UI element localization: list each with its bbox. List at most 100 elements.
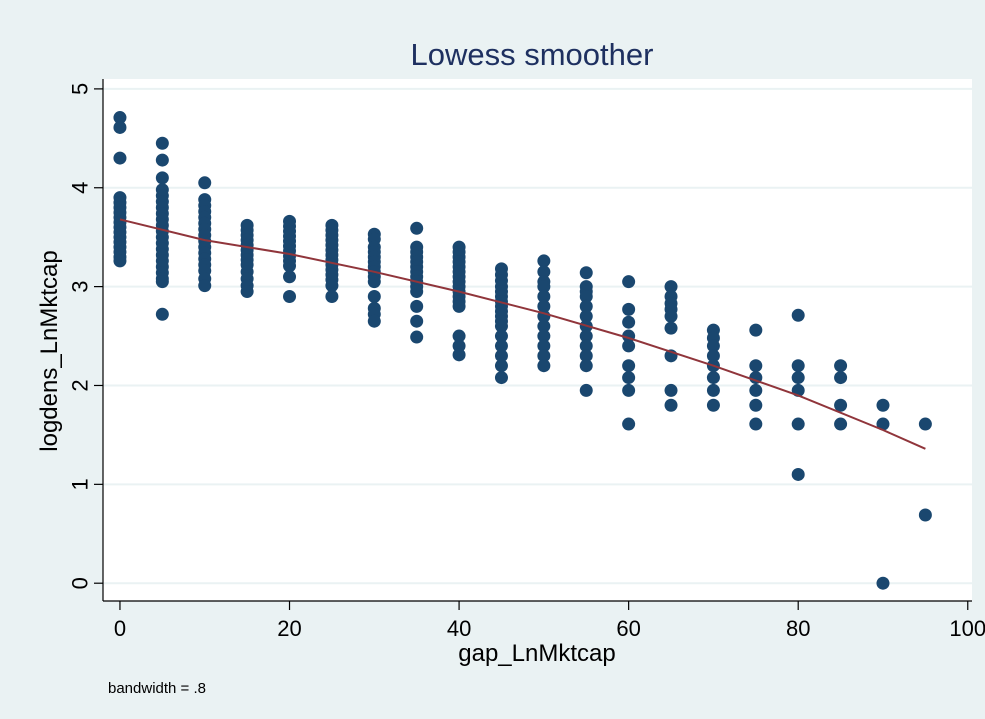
y-tick-label-3: 3	[68, 280, 93, 292]
scatter-point-x40-14	[452, 339, 466, 353]
scatter-point-x60-0	[622, 275, 636, 289]
scatter-point-x75-1	[749, 359, 763, 373]
scatter-point-x5-19	[155, 275, 169, 289]
scatter-point-x95-0	[918, 417, 932, 431]
scatter-point-x50-4	[537, 290, 551, 303]
scatter-point-x90-2	[876, 576, 890, 590]
scatter-point-x70-6	[706, 383, 720, 397]
y-tick-label-0: 0	[68, 577, 93, 589]
bandwidth-note: bandwidth = .8	[108, 680, 206, 697]
scatter-point-x80-1	[791, 359, 805, 373]
y-tick-label-5: 5	[68, 83, 93, 95]
scatter-point-x10-15	[198, 279, 212, 293]
scatter-point-x0-1	[113, 120, 127, 134]
x-tick-label-60: 60	[616, 616, 640, 641]
scatter-point-x50-5	[537, 299, 551, 313]
scatter-point-x80-0	[791, 308, 805, 322]
scatter-point-x15-12	[240, 285, 254, 299]
x-tick-label-0: 0	[114, 616, 126, 641]
scatter-point-x30-9	[367, 275, 381, 289]
scatter-point-x50-11	[537, 359, 551, 373]
scatter-point-x85-2	[834, 398, 848, 412]
scatter-point-x55-4	[579, 299, 593, 313]
scatter-point-x35-0	[410, 221, 424, 235]
scatter-point-x50-10	[537, 349, 551, 363]
scatter-point-x65-4	[664, 309, 678, 323]
scatter-point-x5-2	[155, 171, 169, 185]
scatter-point-x50-3	[537, 280, 551, 294]
scatter-point-x65-5	[664, 321, 678, 335]
scatter-point-x75-4	[749, 398, 763, 412]
scatter-point-x80-2	[791, 371, 805, 385]
scatter-point-x60-6	[622, 371, 636, 385]
scatter-point-x75-0	[749, 323, 763, 337]
scatter-point-x85-1	[834, 371, 848, 385]
scatter-point-x60-4	[622, 339, 636, 353]
scatter-point-x65-7	[664, 383, 678, 397]
scatter-point-x45-16	[494, 371, 508, 385]
scatter-point-x70-2	[706, 339, 720, 353]
scatter-point-x45-15	[494, 359, 508, 373]
chart-title: Lowess smoother	[411, 37, 654, 72]
scatter-point-x70-5	[706, 371, 720, 385]
x-tick-label-40: 40	[447, 616, 471, 641]
lowess-line-group	[119, 218, 926, 450]
lowess-line	[119, 218, 926, 450]
scatter-point-x60-2	[622, 315, 636, 329]
scatter-point-x45-13	[494, 339, 508, 353]
scatter-point-x40-15	[452, 348, 466, 362]
scatter-point-x80-4	[791, 417, 805, 431]
scatter-point-x85-3	[834, 417, 848, 431]
scatter-point-x55-0	[579, 266, 593, 280]
scatter-point-x55-3	[579, 290, 593, 303]
scatter-point-x85-0	[834, 359, 848, 373]
scatter-point-x10-0	[198, 176, 212, 190]
scatter-point-x70-3	[706, 349, 720, 363]
scatter-point-x30-10	[367, 290, 381, 303]
scatter-point-x75-3	[749, 383, 763, 397]
scatter-point-x50-1	[537, 265, 551, 279]
scatter-point-x70-7	[706, 398, 720, 412]
scatter-point-x60-1	[622, 302, 636, 316]
y-tick-label-2: 2	[68, 379, 93, 391]
scatter-point-x40-12	[452, 299, 466, 313]
scatter-point-x25-12	[325, 279, 339, 293]
x-axis-label: gap_LnMktcap	[458, 640, 615, 667]
scatter-point-x55-7	[579, 329, 593, 343]
scatter-point-x55-11	[579, 383, 593, 397]
scatter-point-x20-11	[283, 290, 297, 303]
x-tick-label-20: 20	[277, 616, 301, 641]
scatter-point-x45-12	[494, 329, 508, 343]
scatter-point-x80-5	[791, 467, 805, 481]
scatter-point-x45-14	[494, 349, 508, 363]
scatter-point-x40-13	[452, 329, 466, 343]
x-tick-label-100: 100	[949, 616, 985, 641]
scatter-point-x35-10	[410, 285, 424, 299]
scatter-point-x5-20	[155, 307, 169, 321]
x-tick-label-80: 80	[786, 616, 810, 641]
scatter-point-x5-0	[155, 136, 169, 150]
scatter-point-x55-5	[579, 309, 593, 323]
scatter-point-x20-10	[283, 270, 297, 284]
scatter-point-x60-8	[622, 417, 636, 431]
scatter-point-x0-16	[113, 254, 127, 268]
scatter-point-x35-12	[410, 314, 424, 328]
scatter-point-x55-10	[579, 359, 593, 373]
plot-area	[103, 79, 972, 601]
scatter-point-x20-9	[283, 259, 297, 273]
scatter-point-x30-13	[367, 314, 381, 328]
scatter-point-x65-0	[664, 280, 678, 294]
scatter-point-x65-8	[664, 398, 678, 412]
scatter-point-x25-13	[325, 290, 339, 303]
scatter-point-x90-1	[876, 417, 890, 431]
scatter-point-x55-9	[579, 349, 593, 363]
scatter-point-x50-0	[537, 254, 551, 268]
scatter-point-x0-0	[113, 111, 127, 125]
scatter-point-x75-5	[749, 417, 763, 431]
scatter-point-x0-2	[113, 151, 127, 165]
scatter-point-x35-13	[410, 330, 424, 344]
scatter-point-x55-8	[579, 339, 593, 353]
scatter-point-x5-1	[155, 153, 169, 167]
